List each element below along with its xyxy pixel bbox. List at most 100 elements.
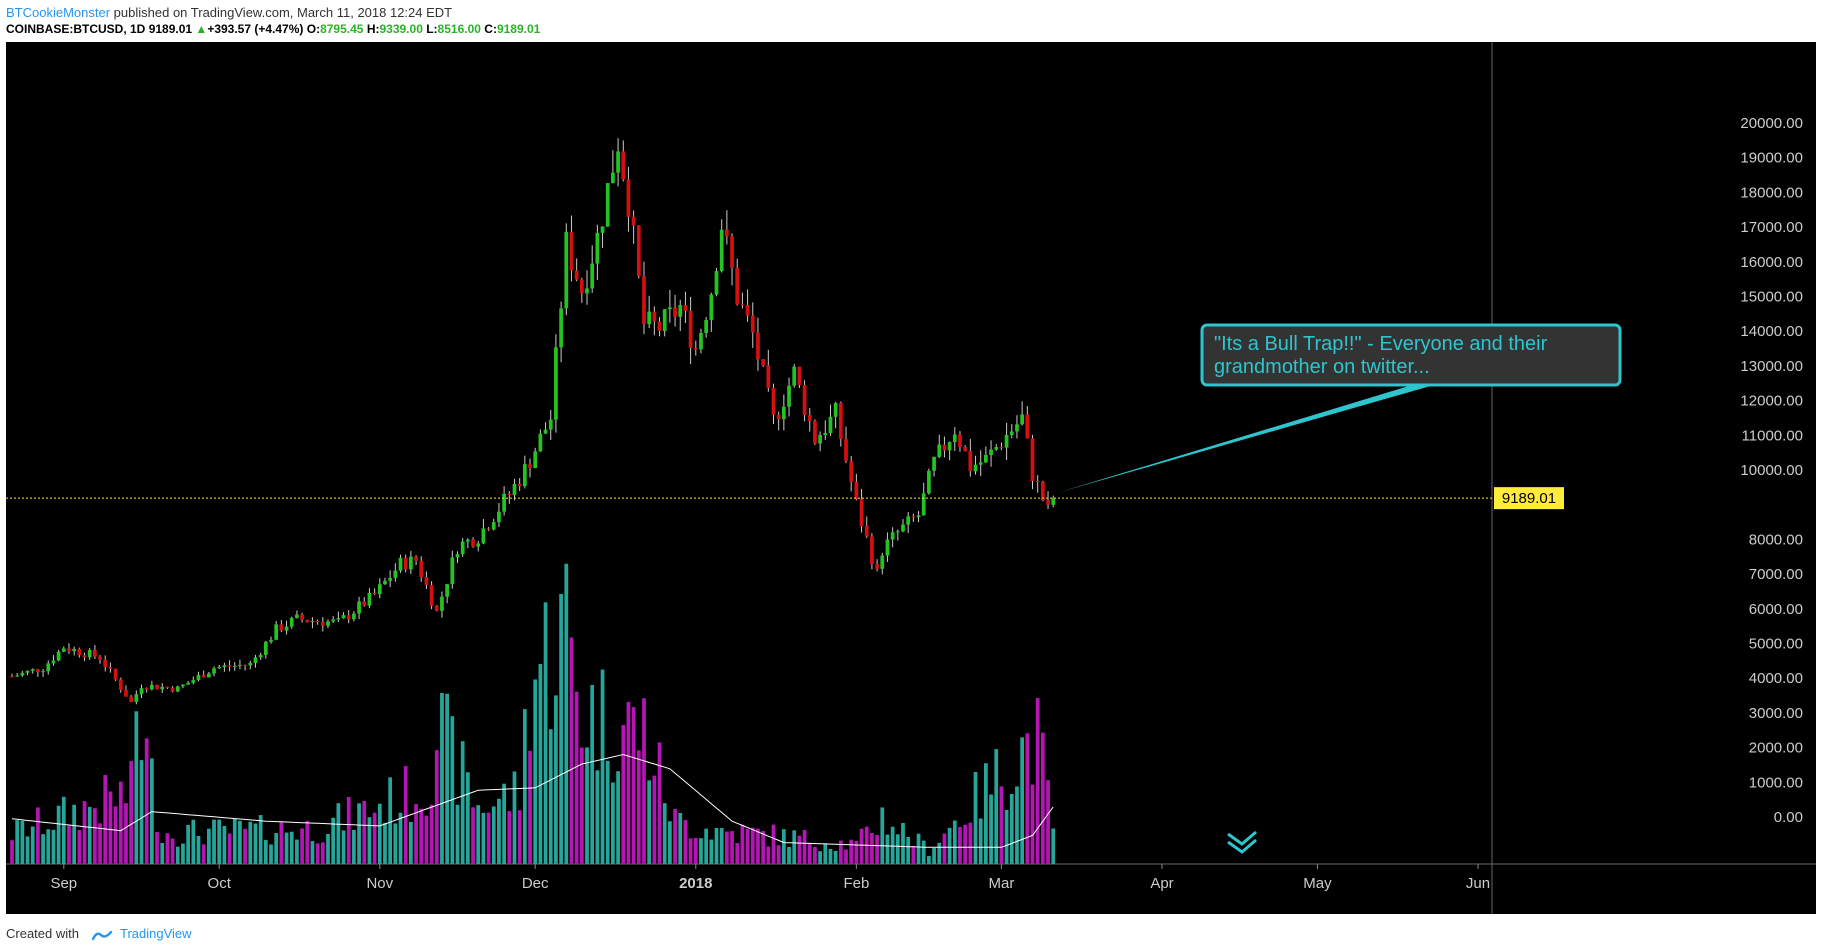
volume-bar bbox=[512, 771, 517, 864]
volume-bar bbox=[326, 833, 330, 864]
volume-bar bbox=[745, 828, 750, 864]
candle-body bbox=[756, 332, 760, 360]
low-value: 8516.00 bbox=[437, 22, 481, 36]
candle-body bbox=[72, 648, 77, 652]
volume-bar bbox=[657, 742, 662, 864]
candle-body bbox=[320, 622, 325, 626]
volume-bar bbox=[476, 805, 481, 864]
volume-bar bbox=[46, 829, 51, 864]
volume-bar bbox=[1020, 737, 1025, 864]
price-chart[interactable]: 20000.00 19000.00 18000.00 17000.00 16000.00… bbox=[6, 42, 1816, 914]
volume-bar bbox=[771, 824, 776, 864]
volume-bar bbox=[1004, 809, 1009, 864]
volume-bar bbox=[377, 803, 382, 864]
candle-body bbox=[93, 649, 97, 657]
candle-body bbox=[776, 414, 781, 420]
volume-bar bbox=[579, 747, 584, 864]
volume-bar bbox=[497, 798, 501, 864]
candle-body bbox=[118, 679, 123, 690]
volume-bar bbox=[833, 850, 838, 864]
y-tick-label: 12000.00 bbox=[1740, 393, 1803, 410]
candle-body bbox=[201, 674, 206, 678]
volume-bar bbox=[942, 833, 947, 864]
candle-body bbox=[1004, 434, 1009, 448]
volume-bar bbox=[67, 825, 71, 864]
y-tick-label: 6000.00 bbox=[1749, 601, 1803, 618]
candle-body bbox=[657, 321, 662, 332]
candle-body bbox=[56, 651, 61, 661]
tradingview-brand[interactable]: TradingView bbox=[120, 926, 192, 941]
candle-body bbox=[704, 319, 709, 333]
candle-body bbox=[730, 236, 734, 268]
y-tick-label: 5000.00 bbox=[1749, 636, 1803, 653]
y-tick-label: 10000.00 bbox=[1740, 462, 1803, 479]
volume-bar bbox=[217, 819, 222, 864]
candle-body bbox=[67, 648, 71, 652]
publish-info: BTCookieMonster published on TradingView… bbox=[6, 5, 452, 20]
callout-box[interactable] bbox=[1200, 323, 1622, 387]
close-value: 9189.01 bbox=[496, 22, 541, 36]
candle-body bbox=[512, 483, 517, 495]
candle-body bbox=[481, 528, 486, 544]
y-tick-label: 7000.00 bbox=[1749, 566, 1803, 583]
volume-bar bbox=[258, 815, 263, 864]
x-tick-label: Sep bbox=[50, 875, 77, 892]
candle-body bbox=[906, 516, 911, 525]
author-link[interactable]: BTCookieMonster bbox=[6, 5, 111, 20]
candle-body bbox=[212, 668, 216, 674]
candle-body bbox=[963, 447, 968, 452]
volume-bar bbox=[465, 772, 470, 864]
x-tick-label: Apr bbox=[1150, 875, 1173, 892]
candle-body bbox=[46, 663, 51, 672]
volume-bar bbox=[383, 822, 387, 864]
candle-body bbox=[605, 183, 610, 227]
volume-bar bbox=[668, 821, 672, 864]
y-tick-label: 8000.00 bbox=[1749, 531, 1803, 548]
chart-header: BTCookieMonster published on TradingView… bbox=[0, 0, 1822, 42]
candle-body bbox=[859, 499, 864, 527]
candle-body bbox=[849, 461, 854, 482]
volume-bar bbox=[927, 855, 931, 864]
candle-body bbox=[699, 332, 703, 350]
candle-body bbox=[476, 543, 481, 547]
candle-body bbox=[196, 674, 201, 681]
candle-body bbox=[191, 680, 196, 683]
volume-bar bbox=[797, 835, 802, 864]
candle-body bbox=[807, 415, 812, 422]
candle-body bbox=[916, 515, 921, 518]
chart-area[interactable]: 20000.00 19000.00 18000.00 17000.00 16000.00… bbox=[6, 42, 1816, 914]
candle-body bbox=[357, 601, 361, 614]
candle-body bbox=[10, 676, 14, 678]
candle-body bbox=[621, 151, 626, 180]
candle-body bbox=[968, 451, 973, 472]
candle-body bbox=[895, 531, 900, 533]
volume-bar bbox=[818, 851, 822, 864]
volume-bar bbox=[1030, 784, 1035, 864]
candle-body bbox=[548, 419, 553, 430]
volume-bar bbox=[93, 808, 97, 864]
volume-bar bbox=[693, 837, 698, 864]
volume-bar bbox=[823, 843, 828, 864]
y-tick-label: 20000.00 bbox=[1740, 115, 1803, 132]
volume-bar bbox=[1035, 698, 1040, 864]
volume-bar bbox=[196, 836, 201, 864]
volume-bar bbox=[548, 729, 553, 864]
volume-bar bbox=[662, 803, 667, 864]
volume-bar bbox=[870, 833, 874, 864]
candle-body bbox=[890, 532, 895, 540]
candle-body bbox=[616, 151, 620, 173]
candle-body bbox=[181, 684, 185, 687]
candle-body bbox=[854, 481, 859, 500]
y-tick-label: 4000.00 bbox=[1749, 670, 1803, 687]
candle-body bbox=[502, 493, 506, 512]
volume-bar bbox=[937, 842, 942, 864]
volume-bar bbox=[10, 840, 14, 864]
volume-bar bbox=[129, 761, 134, 864]
candle-body bbox=[222, 665, 227, 668]
x-tick-label: Feb bbox=[843, 875, 869, 892]
volume-bar bbox=[911, 846, 916, 864]
volume-bar bbox=[440, 692, 444, 864]
candle-body bbox=[206, 673, 211, 678]
candle-body bbox=[1020, 414, 1025, 425]
volume-bar bbox=[274, 833, 279, 864]
